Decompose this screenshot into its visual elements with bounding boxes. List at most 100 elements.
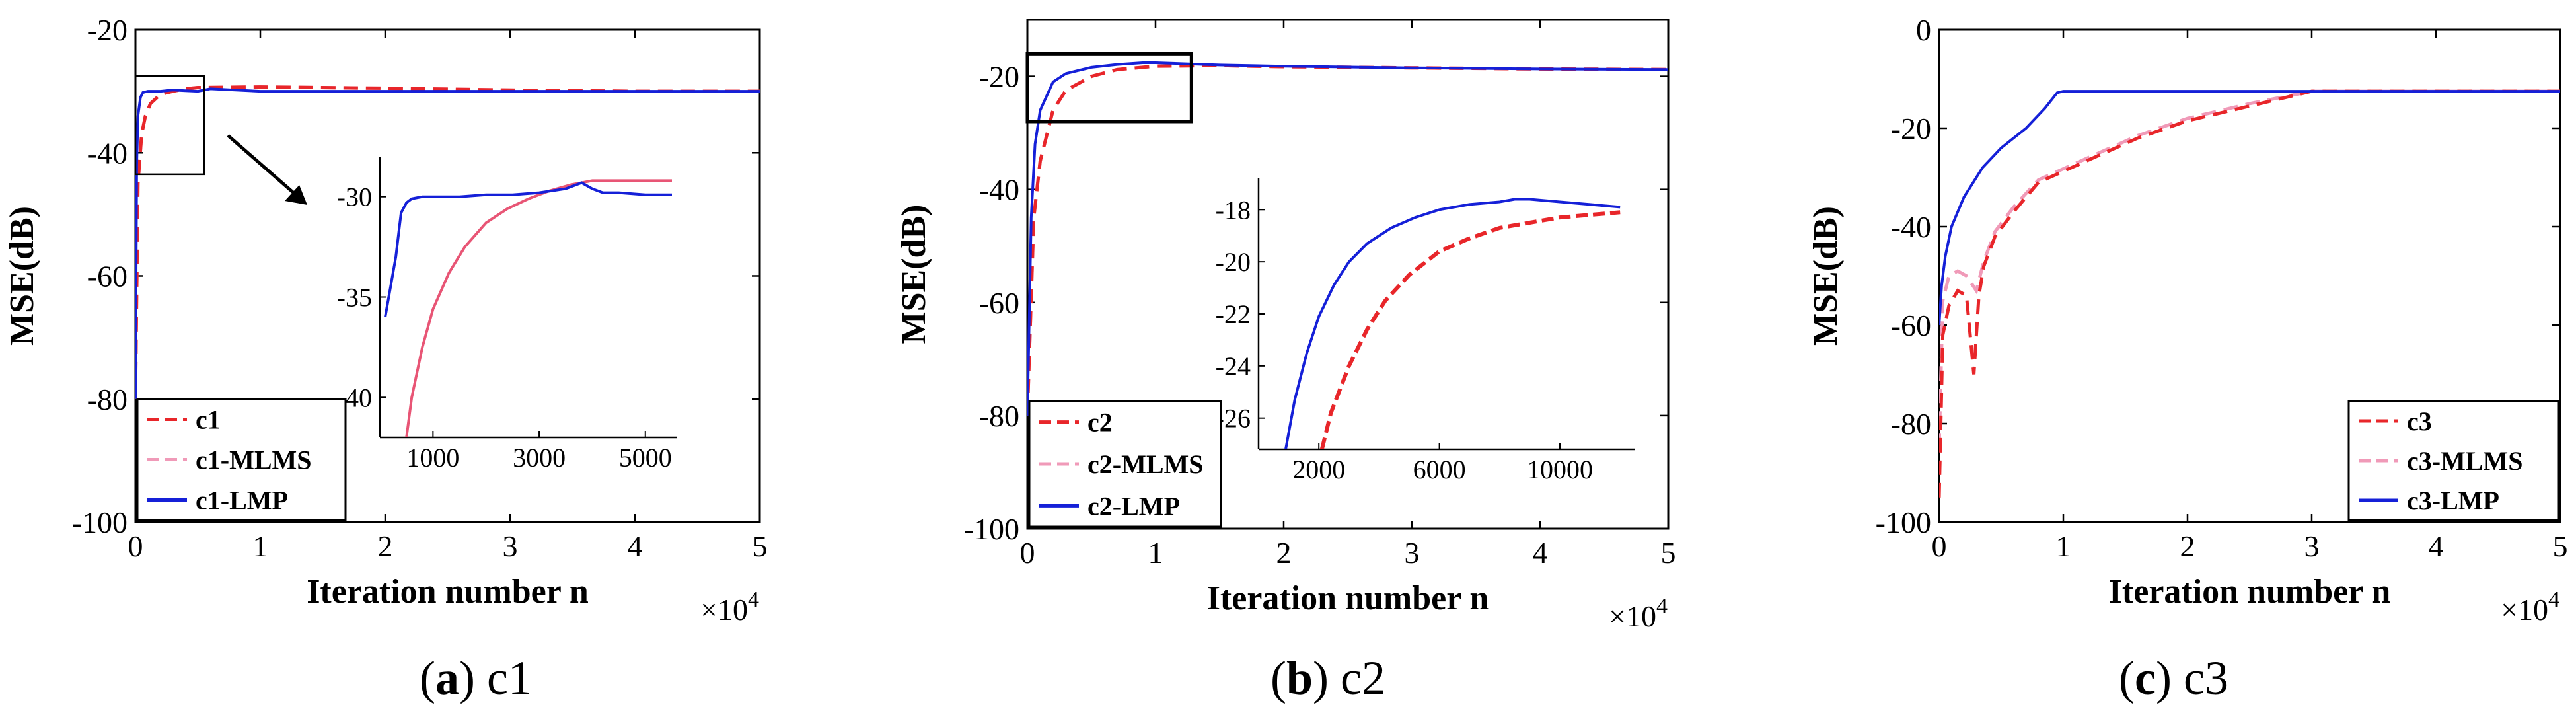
y-tick-label: -80 <box>1891 407 1931 441</box>
legend-label-c1: c1 <box>196 405 221 435</box>
caption-a-label: c1 <box>487 652 532 704</box>
inset-chart: 2000 6000 10000-26-24-22-20-18 <box>1216 178 1635 484</box>
x-multiplier: ×104 <box>700 587 759 626</box>
inset-y-tick-label: -35 <box>337 283 372 313</box>
x-axis-label: Iteration number n <box>307 573 589 611</box>
inset-y-tick-label: -30 <box>337 182 372 212</box>
legend-label-c2: c2 <box>1087 408 1113 437</box>
x-tick-label: 3 <box>503 529 518 563</box>
y-axis-label: MSE(dB) <box>1807 206 1845 346</box>
x-tick-label: 4 <box>1533 536 1548 570</box>
inset-x-tick-label: 10000 <box>1527 455 1593 484</box>
series-line-c2-lmp <box>1027 61 1668 416</box>
x-multiplier: ×104 <box>2501 587 2559 626</box>
x-tick-label: 2 <box>378 529 393 563</box>
x-tick-label: 5 <box>753 529 768 563</box>
x-tick-label: 2 <box>1276 536 1292 570</box>
zoom-arrow-head <box>285 185 307 205</box>
y-tick-label: -60 <box>1891 309 1931 342</box>
caption-b: (b) c2 <box>1270 652 1385 704</box>
x-multiplier-exp: 4 <box>1656 594 1668 619</box>
y-tick-label: -80 <box>87 383 128 416</box>
x-tick-label: 3 <box>1405 536 1420 570</box>
x-tick-label: 0 <box>128 529 143 563</box>
inset-x-tick-label: 3000 <box>513 443 566 472</box>
legend-label-c1-lmp: c1-LMP <box>196 486 288 515</box>
inset-background <box>380 157 677 437</box>
legend-label-c1-mlms: c1-MLMS <box>196 445 312 475</box>
panel-a-chart: 0 1 2 3 4 5 -100 -80 -60 -40 -20 Iteration number n… <box>3 13 768 626</box>
x-tick-label: 4 <box>628 529 643 563</box>
x-tick-label: 2 <box>2180 529 2195 563</box>
series-group <box>1939 89 2560 498</box>
y-tick-label: -100 <box>72 506 128 539</box>
zoom-arrow-shaft <box>227 134 302 200</box>
series-line-c1 <box>135 85 760 399</box>
caption-c: (c) c3 <box>2119 652 2228 704</box>
y-tick-label: -80 <box>979 399 1019 433</box>
legend: c1 c1-MLMS c1-LMP <box>136 398 347 521</box>
inset-chart: 1000 3000 5000-40-35-30 <box>337 157 677 472</box>
legend-label-c3: c3 <box>2407 406 2432 436</box>
caption-b-letter: b <box>1286 652 1313 704</box>
x-multiplier: ×104 <box>1609 594 1668 633</box>
series-line-c3-lmp <box>1939 90 2560 326</box>
x-multiplier-base: ×10 <box>2501 593 2548 626</box>
inset-series-group <box>384 179 672 437</box>
x-tick-label: 1 <box>2056 529 2071 563</box>
y-tick-label: -20 <box>979 60 1019 94</box>
x-multiplier-base: ×10 <box>1609 599 1656 633</box>
inset-series-line-c2 <box>1319 210 1621 449</box>
x-tick-label: 1 <box>253 529 268 563</box>
x-multiplier-base: ×10 <box>700 593 748 626</box>
y-tick-label: 0 <box>1916 13 1931 47</box>
panel-b-chart: 0 1 2 3 4 5 -100 -80 -60 -40 -20 Iteration number n… <box>895 19 1676 633</box>
caption-c-label: c3 <box>2184 652 2228 704</box>
caption-c-letter: c <box>2135 652 2156 704</box>
inset-x-tick-label: 1000 <box>406 443 459 472</box>
x-axis-label: Iteration number n <box>2109 573 2391 611</box>
legend: c3 c3-MLMS c3-LMP <box>2347 400 2559 521</box>
series-group <box>1027 61 1668 416</box>
inset-series-line-c1-mlms <box>405 179 672 437</box>
legend-label-c2-lmp: c2-LMP <box>1087 491 1180 521</box>
x-multiplier-exp: 4 <box>2548 587 2559 612</box>
y-tick-label: -40 <box>1891 210 1931 244</box>
caption-a-letter: a <box>435 652 459 704</box>
inset-y-tick-label: -24 <box>1216 352 1251 381</box>
legend-label-c3-mlms: c3-MLMS <box>2407 446 2523 476</box>
y-tick-label: -40 <box>979 173 1019 207</box>
inset-x-tick-label: 6000 <box>1413 455 1466 484</box>
zoom-region-box <box>1025 52 1193 124</box>
y-tick-label: -20 <box>1891 112 1931 145</box>
y-tick-label: -20 <box>87 13 128 47</box>
x-tick-label: 0 <box>1020 536 1035 570</box>
caption-b-label: c2 <box>1341 652 1385 704</box>
x-tick-label: 3 <box>2304 529 2320 563</box>
y-tick-label: -100 <box>964 512 1019 546</box>
legend: c2 c2-MLMS c2-LMP <box>1028 400 1222 528</box>
y-tick-label: -60 <box>979 286 1019 320</box>
inset-y-tick-label: -20 <box>1216 247 1251 277</box>
inset-series-line-c2-lmp <box>1284 198 1621 449</box>
y-tick-label: -40 <box>87 136 128 170</box>
caption-a: (a) c1 <box>420 652 532 704</box>
legend-label-c2-mlms: c2-MLMS <box>1087 449 1204 479</box>
y-axis-label: MSE(dB) <box>895 205 933 344</box>
series-line-c1-lmp <box>135 87 760 399</box>
x-multiplier-exp: 4 <box>748 587 759 612</box>
x-tick-label: 1 <box>1148 536 1163 570</box>
panel-c-chart: 0 1 2 3 4 5 -100 -80 -60 -40 -20 0 Iteration number … <box>1807 13 2568 626</box>
x-tick-label: 0 <box>1932 529 1947 563</box>
x-tick-label: 4 <box>2429 529 2444 563</box>
inset-y-tick-label: -22 <box>1216 299 1251 329</box>
y-axis-label: MSE(dB) <box>3 206 41 346</box>
y-tick-label: -60 <box>87 260 128 293</box>
y-tick-label: -100 <box>1876 506 1931 539</box>
legend-label-c3-lmp: c3-LMP <box>2407 486 2499 515</box>
x-tick-label: 5 <box>2553 529 2568 563</box>
inset-x-tick-label: 5000 <box>619 443 672 472</box>
inset-series-group <box>1284 198 1621 449</box>
x-axis-label: Iteration number n <box>1207 580 1489 617</box>
